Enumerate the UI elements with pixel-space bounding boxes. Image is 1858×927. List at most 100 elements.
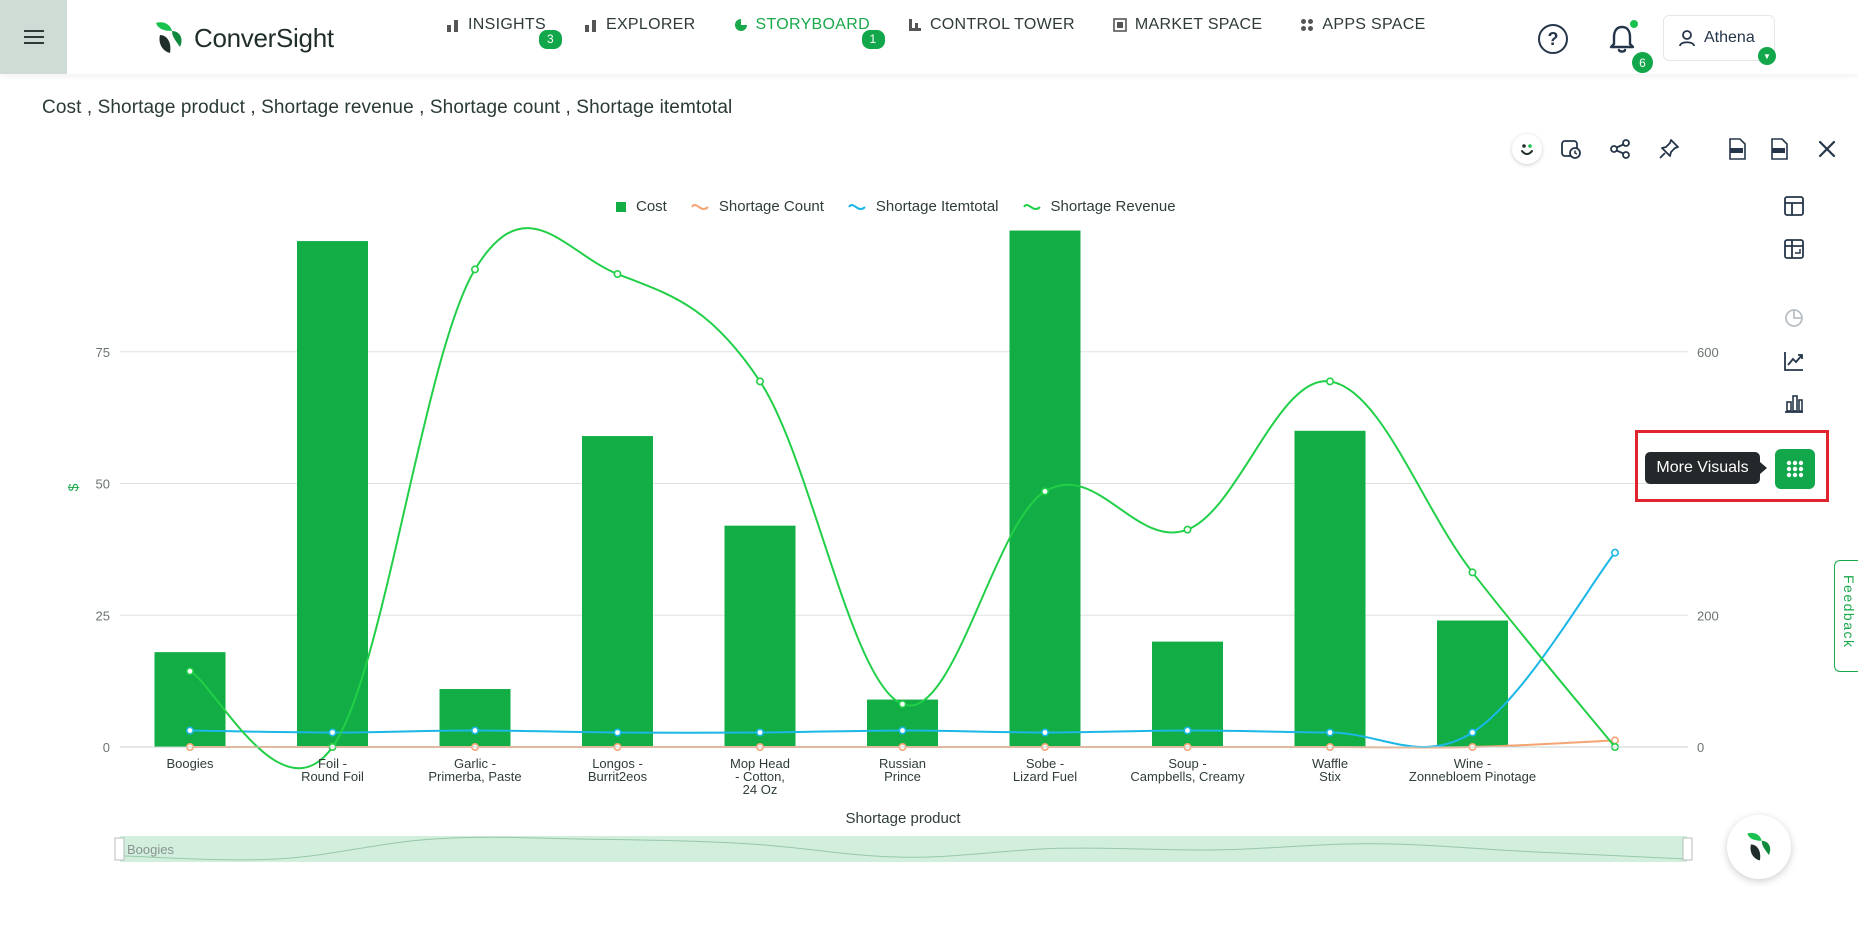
range-slider-left-handle — [114, 837, 125, 861]
nav-control-tower[interactable]: CONTROL TOWER — [908, 16, 1075, 34]
y2-tick-label: 200 — [1697, 608, 1719, 623]
nav-insights[interactable]: INSIGHTS 3 — [446, 16, 562, 49]
user-dropdown-caret-icon[interactable]: ▼ — [1758, 47, 1776, 65]
x-tick-label: Stix — [1319, 769, 1341, 784]
highlight-box — [1635, 430, 1829, 502]
nav-control-tower-label: CONTROL TOWER — [929, 16, 1075, 33]
nav-storyboard-label: STORYBOARD — [755, 16, 870, 33]
x-tick-label: Wine - — [1454, 756, 1492, 771]
point-shortage-revenue — [1326, 377, 1335, 386]
point-shortage-revenue — [1041, 487, 1050, 496]
feedback-tab[interactable]: Feedback — [1834, 560, 1858, 672]
point-shortage-itemtotal — [898, 726, 907, 735]
nav-apps-space-label: APPS SPACE — [1322, 16, 1426, 33]
legend-item-shortage-revenue[interactable]: Shortage Revenue — [1022, 198, 1176, 215]
pin-button[interactable] — [1654, 134, 1684, 164]
pie-chart-button[interactable] — [1780, 304, 1808, 332]
x-tick-label: Burrit2eos — [588, 769, 648, 784]
close-button[interactable] — [1812, 134, 1842, 164]
explorer-icon — [584, 20, 596, 32]
help-button[interactable]: ? — [1538, 24, 1568, 54]
top-navigation-bar: ConverSight INSIGHTS 3 EXPLORER STORYBOA… — [0, 0, 1858, 74]
hamburger-menu-button[interactable] — [0, 0, 67, 74]
legend-item-shortage-count[interactable]: Shortage Count — [690, 198, 824, 215]
brand-logo[interactable]: ConverSight — [150, 18, 334, 58]
point-shortage-itemtotal — [613, 728, 622, 737]
bar-cost — [297, 241, 368, 747]
legend-swatch-shortage-revenue — [1022, 203, 1041, 210]
more-visuals-tooltip: More Visuals — [1645, 452, 1767, 484]
y2-tick-label: 0 — [1697, 740, 1704, 755]
range-slider-start-label: Boogies — [127, 842, 174, 857]
point-shortage-itemtotal — [186, 726, 195, 735]
user-icon — [1679, 30, 1695, 47]
y2-tick-label: 600 — [1697, 345, 1719, 360]
main-nav: INSIGHTS 3 EXPLORER STORYBOARD 1 CONTROL… — [446, 0, 1464, 74]
page-title: Cost , Shortage product , Shortage reven… — [42, 97, 733, 118]
brand-name: ConverSight — [194, 22, 334, 53]
close-icon — [1818, 140, 1836, 158]
more-visuals-button[interactable] — [1775, 449, 1815, 489]
point-shortage-itemtotal — [470, 726, 479, 735]
point-shortage-itemtotal — [1041, 728, 1050, 737]
point-shortage-count — [1611, 736, 1620, 745]
point-shortage-revenue — [470, 265, 479, 274]
schedule-report-button[interactable] — [1556, 134, 1586, 164]
pin-icon — [1659, 139, 1679, 159]
pie-chart-icon — [1785, 309, 1803, 327]
point-shortage-itemtotal — [755, 728, 764, 737]
share-button[interactable] — [1605, 134, 1635, 164]
x-tick-label: Round Foil — [301, 769, 364, 784]
x-tick-label: Russian — [879, 756, 926, 771]
x-axis-label: Shortage product — [845, 810, 961, 827]
y-tick-label: 50 — [96, 477, 110, 492]
legend-label-shortage-count: Shortage Count — [718, 198, 824, 215]
legend-swatch-shortage-count — [690, 203, 709, 210]
ai-assistant-face-button[interactable] — [1512, 134, 1542, 164]
user-menu[interactable]: Athena — [1663, 15, 1775, 61]
nav-apps-space[interactable]: APPS SPACE — [1300, 16, 1425, 34]
legend-label-cost: Cost — [636, 198, 667, 215]
bar-cost — [439, 689, 511, 747]
point-shortage-revenue — [186, 667, 195, 676]
bar-chart-icon — [447, 20, 458, 32]
legend-label-shortage-itemtotal: Shortage Itemtotal — [875, 198, 999, 215]
calendar-clock-icon — [1561, 140, 1581, 159]
range-slider-preview-line — [119, 836, 1688, 861]
pivot-table-icon — [1784, 239, 1804, 259]
line-chart-button[interactable] — [1780, 347, 1808, 375]
chart-legend: Cost Shortage Count Shortage Itemtotal S… — [616, 198, 1200, 215]
bar-chart-button[interactable] — [1780, 389, 1808, 417]
legend-item-cost[interactable]: Cost — [616, 198, 667, 215]
x-tick-label: 24 Oz — [743, 782, 778, 797]
line-shortage-revenue — [189, 227, 1616, 769]
assistant-launcher-button[interactable] — [1727, 815, 1791, 879]
user-name: Athena — [1704, 29, 1755, 46]
x-tick-label: Campbells, Creamy — [1130, 769, 1245, 784]
storyboard-badge: 1 — [861, 30, 885, 49]
export-pdf-button[interactable] — [1722, 134, 1752, 164]
x-tick-label: Boogies — [167, 756, 214, 771]
export-excel-button[interactable] — [1764, 134, 1794, 164]
point-shortage-itemtotal — [1468, 728, 1477, 737]
nav-market-space[interactable]: MARKET SPACE — [1113, 16, 1262, 34]
point-shortage-revenue — [1183, 525, 1192, 534]
xlsx-file-icon — [1771, 138, 1788, 160]
nav-explorer[interactable]: EXPLORER — [584, 16, 696, 34]
bar-cost — [724, 525, 796, 747]
legend-swatch-shortage-itemtotal — [848, 203, 866, 210]
pivot-table-button[interactable] — [1780, 235, 1808, 263]
smiley-bot-icon — [1521, 144, 1533, 155]
nav-storyboard[interactable]: STORYBOARD 1 — [734, 16, 885, 49]
legend-swatch-cost — [616, 201, 626, 212]
apps-grid-icon — [1301, 19, 1314, 31]
point-shortage-itemtotal — [1611, 548, 1620, 557]
table-view-button[interactable] — [1780, 192, 1808, 220]
notification-bell-icon[interactable] — [1605, 22, 1639, 56]
legend-item-shortage-itemtotal[interactable]: Shortage Itemtotal — [848, 198, 999, 215]
insights-badge: 3 — [539, 30, 562, 49]
table-icon — [1784, 196, 1804, 216]
market-space-icon — [1113, 18, 1127, 32]
feedback-label: Feedback — [1841, 575, 1857, 649]
